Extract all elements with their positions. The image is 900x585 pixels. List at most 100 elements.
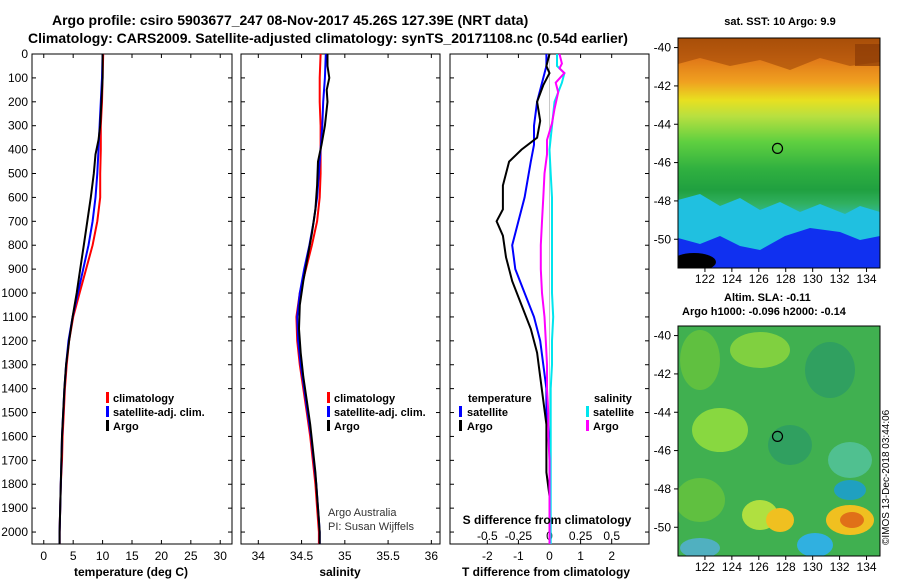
sla-map-image (678, 326, 880, 556)
x-tick-label: -1 (513, 549, 524, 563)
legend-climatology: climatology (113, 393, 175, 405)
x-tick-label: 35.5 (376, 549, 400, 563)
s-tick-label: -0.25 (505, 529, 533, 543)
series-argo (58, 54, 104, 544)
map-x-tick-label: 132 (830, 272, 850, 286)
map-y-tick-label: -44 (654, 405, 672, 419)
map-y-tick-label: -46 (654, 156, 672, 170)
depth-tick-label: 1700 (1, 453, 28, 467)
x-tick-label: 25 (184, 549, 198, 563)
series-t-argo (495, 53, 551, 544)
x-tick-label: 36 (425, 549, 439, 563)
depth-tick-label: 1900 (1, 501, 28, 515)
map-y-tick-label: -48 (654, 194, 672, 208)
map-x-tick-label: 130 (803, 272, 823, 286)
depth-tick-label: 700 (8, 214, 28, 228)
sst-argo-position-marker (771, 142, 784, 154)
map-y-tick-label: -44 (654, 117, 672, 131)
map-y-tick-label: -40 (654, 41, 672, 55)
map-x-tick-label: 124 (722, 272, 742, 286)
map-x-tick-label: 134 (857, 560, 877, 574)
depth-tick-label: 1800 (1, 477, 28, 491)
sla-argo-position-marker (771, 430, 784, 442)
sla-map-title-1: Altim. SLA: -0.11 (724, 292, 811, 304)
map-x-tick-label: 126 (749, 560, 769, 574)
series-s-satellite (548, 54, 566, 544)
legend-swatch-argo (106, 420, 109, 431)
depth-tick-label: 100 (8, 71, 28, 85)
x-tick-label: 34.5 (290, 549, 314, 563)
x-tick-label: 20 (155, 549, 169, 563)
map-x-tick-label: 126 (749, 272, 769, 286)
depth-tick-label: 1200 (1, 334, 28, 348)
depth-tick-label: 1600 (1, 429, 28, 443)
legend-swatch-t-argo (459, 420, 462, 431)
legend-swatch-s-satellite (586, 406, 589, 417)
title-line-2: Climatology: CARS2009. Satellite-adjuste… (28, 30, 628, 46)
s-difference-axis-label: S difference from climatology (463, 513, 632, 527)
credit-text: ©IMOS 13-Dec-2018 03:44:06 (881, 409, 892, 545)
series-s-argo (539, 53, 566, 544)
legend-swatch-climatology (106, 392, 109, 403)
legend-swatch-s-argo (586, 420, 589, 431)
x-tick-label: 0 (546, 549, 553, 563)
temperature-legend: climatology satellite-adj. clim. Argo (106, 392, 205, 433)
map-x-tick-label: 134 (857, 272, 877, 286)
x-tick-label: 0 (40, 549, 47, 563)
depth-tick-label: 1500 (1, 406, 28, 420)
depth-tick-label: 1100 (2, 310, 28, 324)
depth-tick-label: 0 (21, 47, 28, 61)
depth-tick-label: 1000 (1, 286, 28, 300)
sla-map-frame (677, 325, 881, 557)
depth-tick-label: 600 (8, 190, 28, 204)
s-tick-label: 0.25 (569, 529, 593, 543)
map-x-tick-label: 122 (695, 560, 715, 574)
legend-t-satellite: satellite (467, 407, 508, 419)
depth-tick-label: 900 (8, 262, 28, 276)
x-tick-label: 10 (96, 549, 110, 563)
annotation-argo-australia: Argo Australia (328, 507, 397, 519)
sla-map-title-2: Argo h1000: -0.096 h2000: -0.14 (682, 306, 847, 318)
legend-swatch-climatology (327, 392, 330, 403)
depth-tick-label: 500 (8, 167, 28, 181)
x-tick-label: 30 (214, 549, 228, 563)
x-tick-label: 35 (338, 549, 352, 563)
legend-swatch-argo (327, 420, 330, 431)
salinity-legend: climatology satellite-adj. clim. Argo (327, 392, 426, 433)
x-tick-label: 2 (608, 549, 615, 563)
map-x-tick-label: 128 (776, 272, 796, 286)
map-y-tick-label: -42 (654, 367, 672, 381)
map-y-tick-label: -48 (654, 482, 672, 496)
legend-swatch-t-satellite (459, 406, 462, 417)
legend-satellite: satellite-adj. clim. (334, 407, 426, 419)
legend-temperature-title: temperature (468, 393, 532, 405)
temperature-axis-label: temperature (deg C) (74, 565, 188, 579)
depth-tick-label: 800 (8, 238, 28, 252)
depth-tick-label: 200 (8, 95, 28, 109)
x-tick-label: 5 (70, 549, 77, 563)
s-tick-label: 0.5 (603, 529, 620, 543)
t-difference-axis-label: T difference from climatology (462, 565, 630, 579)
map-x-tick-label: 132 (830, 560, 850, 574)
x-tick-label: 1 (577, 549, 584, 563)
s-tick-label: -0.5 (477, 529, 498, 543)
x-tick-label: -2 (482, 549, 493, 563)
legend-climatology: climatology (334, 393, 396, 405)
legend-s-argo: Argo (593, 421, 619, 433)
temperature-plot-frame (31, 53, 233, 545)
map-axis-ticks: 122 124 126 128 130 132 134 -40 -42 -44 -46 -48 -50 1… (654, 41, 877, 574)
map-y-tick-label: -40 (654, 329, 672, 343)
depth-tick-label: 2000 (1, 525, 28, 539)
map-x-tick-label: 124 (722, 560, 742, 574)
x-tick-label: 15 (125, 549, 139, 563)
depth-tick-label: 1400 (1, 382, 28, 396)
map-x-tick-label: 128 (776, 560, 796, 574)
legend-salinity-title: salinity (594, 393, 633, 405)
map-x-tick-label: 122 (695, 272, 715, 286)
salinity-plot-frame (240, 53, 441, 545)
depth-tick-label: 400 (8, 143, 28, 157)
series-argo (297, 54, 331, 544)
x-tick-label: 34 (252, 549, 266, 563)
